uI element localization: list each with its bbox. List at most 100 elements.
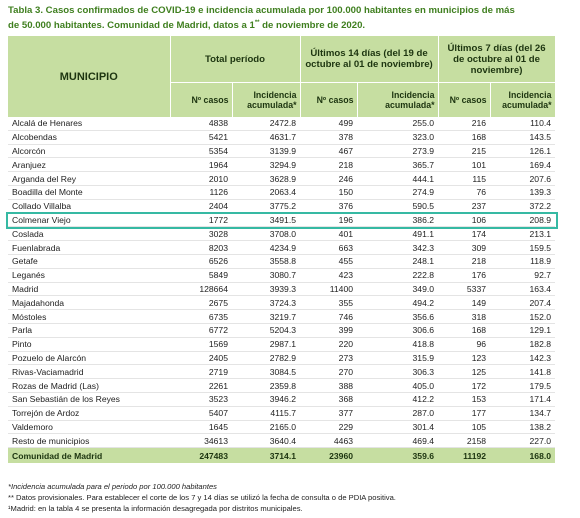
- municipality: Valdemoro: [8, 420, 170, 435]
- cell: 23960: [300, 447, 358, 464]
- cell: 5354: [170, 144, 232, 159]
- cell: 359.6: [357, 447, 439, 464]
- cell: 141.8: [490, 364, 556, 380]
- cell: 3558.8: [232, 254, 301, 269]
- municipality: Parla: [8, 323, 170, 338]
- cell: 139.3: [490, 185, 556, 200]
- cell: 11400: [300, 282, 358, 297]
- cell: 2165.0: [232, 420, 301, 435]
- footnotes: *Incidencia acumulada para el periodo po…: [8, 481, 396, 514]
- cell: 469.4: [357, 433, 439, 449]
- municipality: Colmenar Viejo: [8, 213, 170, 228]
- cell: 273.9: [357, 144, 439, 159]
- cell: 4631.7: [232, 130, 301, 145]
- cell: 2359.8: [232, 378, 301, 393]
- table-row: Alcalá de Henares 4838 2472.8 499 255.0 216 11…: [8, 117, 556, 131]
- cell: 129.1: [490, 323, 556, 338]
- cell: 128664: [170, 282, 232, 297]
- cell: 153: [438, 392, 491, 407]
- cell: 273: [300, 351, 358, 366]
- cell: 34613: [170, 433, 232, 449]
- cell: 237: [438, 199, 491, 214]
- cell: 126.1: [490, 144, 556, 159]
- cell: 177: [438, 406, 491, 421]
- municipality: Torrejón de Ardoz: [8, 406, 170, 421]
- cell: 255.0: [357, 117, 439, 131]
- cell: 388: [300, 378, 358, 393]
- cell: 355: [300, 295, 358, 311]
- cell: 159.5: [490, 240, 556, 255]
- cell: 3775.2: [232, 199, 301, 214]
- column-subheader: Incidencia acumulada*: [232, 82, 301, 117]
- column-subheader: Incidencia acumulada*: [490, 82, 556, 117]
- cell: 3946.2: [232, 392, 301, 407]
- municipality: Alcobendas: [8, 130, 170, 145]
- cell: 3714.1: [232, 447, 301, 464]
- cell: 213.1: [490, 226, 556, 242]
- table-row: Majadahonda 2675 3724.3 355 494.2 149 207.4: [8, 295, 556, 311]
- municipality: Pozuelo de Alarcón: [8, 351, 170, 366]
- table-row: Fuenlabrada 8203 4234.9 663 342.3 309 159.5: [8, 240, 556, 255]
- municipality: Fuenlabrada: [8, 240, 170, 255]
- cell: 2782.9: [232, 351, 301, 366]
- table-row: Alcobendas 5421 4631.7 378 323.0 168 143.5: [8, 130, 556, 145]
- table-row: Torrejón de Ardoz 5407 4115.7 377 287.0 177 13…: [8, 406, 556, 421]
- cell: 105: [438, 420, 491, 435]
- cell: 365.7: [357, 157, 439, 173]
- cell: 306.3: [357, 364, 439, 380]
- cell: 270: [300, 364, 358, 380]
- cell: 6526: [170, 254, 232, 269]
- municipality: Móstoles: [8, 309, 170, 324]
- cell: 182.8: [490, 337, 556, 352]
- cell: 1126: [170, 185, 232, 200]
- municipality: Rozas de Madrid (Las): [8, 378, 170, 393]
- cell: 467: [300, 144, 358, 159]
- cell: 386.2: [357, 213, 439, 228]
- cell: 174: [438, 226, 491, 242]
- cell: 2010: [170, 171, 232, 186]
- municipality: Coslada: [8, 226, 170, 242]
- cell: 218: [438, 254, 491, 269]
- table-row: San Sebastián de los Reyes 3523 3946.2 368 4…: [8, 392, 556, 407]
- cell: 372.2: [490, 199, 556, 214]
- cell: 1772: [170, 213, 232, 228]
- table-row: Leganés 5849 3080.7 423 222.8 176 92.7: [8, 268, 556, 283]
- municipality: Pinto: [8, 337, 170, 352]
- cell: 227.0: [490, 433, 556, 449]
- table-row: Pozuelo de Alarcón 2405 2782.9 273 315.9 123 1…: [8, 351, 556, 366]
- cell: 3708.0: [232, 226, 301, 242]
- cell: 405.0: [357, 378, 439, 393]
- cell: 423: [300, 268, 358, 283]
- cell: 663: [300, 240, 358, 255]
- cell: 115: [438, 171, 491, 186]
- cell: 207.4: [490, 295, 556, 311]
- cell: 2404: [170, 199, 232, 214]
- cell: 218: [300, 157, 358, 173]
- column-subheader: Nº casos: [170, 82, 233, 117]
- cell: 5204.3: [232, 323, 301, 338]
- cell: 3939.3: [232, 282, 301, 297]
- table-row: Collado Villalba 2404 3775.2 376 590.5 237 372…: [8, 199, 556, 214]
- cell: 4838: [170, 117, 232, 131]
- cell: 323.0: [357, 130, 439, 145]
- column-header: Total período: [170, 36, 301, 83]
- table-row: Arganda del Rey 2010 3628.9 246 444.1 115 207.…: [8, 171, 556, 186]
- cell: 2261: [170, 378, 232, 393]
- cell: 179.5: [490, 378, 556, 393]
- cell: 318: [438, 309, 491, 324]
- cell: 401: [300, 226, 358, 242]
- cell: 2063.4: [232, 185, 301, 200]
- footnote: ** Datos provisionales. Para establecer …: [8, 493, 396, 502]
- cell: 229: [300, 420, 358, 435]
- cell: 412.2: [357, 392, 439, 407]
- municipality: Rivas-Vaciamadrid: [8, 364, 170, 380]
- cell: 3491.5: [232, 213, 301, 228]
- total-row: Comunidad de Madrid 247483 3714.1 23960 359.…: [8, 447, 556, 464]
- table-row: Colmenar Viejo 1772 3491.5 196 386.2 106 208.9: [8, 213, 556, 228]
- cell: 168: [438, 130, 491, 145]
- table-row: Valdemoro 1645 2165.0 229 301.4 105 138.2: [8, 420, 556, 435]
- cell: 149: [438, 295, 491, 311]
- table-row: Parla 6772 5204.3 399 306.6 168 129.1: [8, 323, 556, 338]
- cell: 3028: [170, 226, 232, 242]
